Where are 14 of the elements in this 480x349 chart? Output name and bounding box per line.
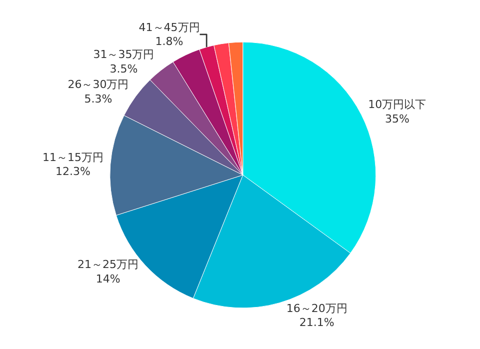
- data-label: 5.3%: [84, 92, 112, 106]
- slice-label: 21～25万円: [78, 258, 139, 272]
- data-label: 14%: [96, 272, 120, 286]
- data-label: 12.3%: [56, 165, 90, 178]
- data-label: 35%: [384, 112, 410, 126]
- slice-label: 31～35万円: [93, 48, 154, 62]
- data-label: 3.5%: [110, 62, 138, 76]
- data-label: 1.8%: [155, 35, 184, 48]
- slice-label: 26～30万円: [68, 78, 129, 92]
- slice-label: 10万円以下: [368, 98, 426, 112]
- slice-label: 11～15万円: [42, 150, 104, 164]
- slice-label: 16～20万円: [286, 302, 348, 315]
- slice-label: 41～45万円: [138, 20, 200, 34]
- data-label: 21.1%: [299, 316, 334, 330]
